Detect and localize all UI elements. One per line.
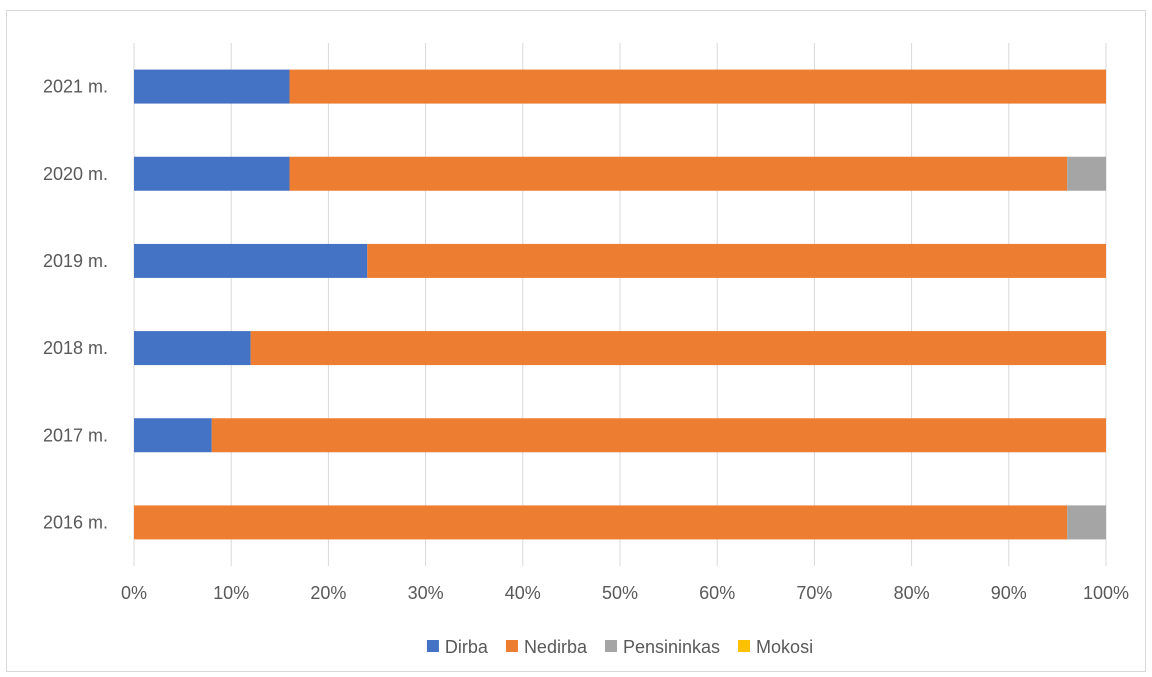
x-tick-labels: 0% 10% 20% 30% 40% 50% 60% 70% 80% 90% 100% bbox=[121, 583, 1129, 603]
x-tick-label: 90% bbox=[991, 583, 1027, 603]
bar-segment bbox=[289, 69, 1106, 104]
legend-item: Mokosi bbox=[738, 637, 813, 657]
bars bbox=[134, 69, 1106, 540]
legend-label: Pensininkas bbox=[623, 637, 720, 657]
bar-segment bbox=[289, 156, 1068, 191]
x-tick-label: 30% bbox=[408, 583, 444, 603]
category-label: 2017 m. bbox=[43, 425, 108, 445]
bar-segment bbox=[367, 243, 1106, 278]
legend-label: Dirba bbox=[445, 637, 489, 657]
bar-segment bbox=[1067, 505, 1106, 540]
bar-segment bbox=[134, 505, 1068, 540]
legend-swatch bbox=[604, 640, 617, 652]
bar-segment bbox=[134, 69, 290, 104]
category-label: 2020 m. bbox=[43, 164, 108, 184]
legend-swatch bbox=[426, 640, 439, 652]
bar-segment bbox=[134, 243, 368, 278]
x-tick-label: 10% bbox=[213, 583, 249, 603]
x-tick-label: 20% bbox=[310, 583, 346, 603]
legend-item: Nedirba bbox=[505, 637, 588, 657]
category-labels: 2021 m. 2020 m. 2019 m. 2018 m. 2017 m. 2016 … bbox=[43, 77, 108, 533]
legend-item: Pensininkas bbox=[604, 637, 720, 657]
gridlines bbox=[133, 43, 1107, 566]
bar-segment bbox=[1067, 156, 1106, 191]
legend-label: Mokosi bbox=[756, 637, 813, 657]
legend-item: Dirba bbox=[426, 637, 489, 657]
legend-label: Nedirba bbox=[524, 637, 588, 657]
category-label: 2019 m. bbox=[43, 251, 108, 271]
x-tick-label: 60% bbox=[699, 583, 735, 603]
x-tick-label: 80% bbox=[894, 583, 930, 603]
bar-segment bbox=[134, 156, 290, 191]
bar-segment bbox=[134, 418, 212, 453]
legend: Dirba Nedirba Pensininkas Mokosi bbox=[426, 637, 813, 657]
legend-swatch bbox=[505, 640, 518, 652]
bar-segment bbox=[211, 418, 1106, 453]
x-tick-label: 0% bbox=[121, 583, 147, 603]
x-tick-label: 40% bbox=[505, 583, 541, 603]
category-label: 2021 m. bbox=[43, 77, 108, 97]
x-tick-label: 100% bbox=[1083, 583, 1129, 603]
x-tick-label: 70% bbox=[796, 583, 832, 603]
category-label: 2018 m. bbox=[43, 338, 108, 358]
category-label: 2016 m. bbox=[43, 512, 108, 532]
x-tick-label: 50% bbox=[602, 583, 638, 603]
bar-segment bbox=[134, 331, 251, 366]
bar-segment bbox=[250, 331, 1106, 366]
legend-swatch bbox=[738, 640, 751, 652]
